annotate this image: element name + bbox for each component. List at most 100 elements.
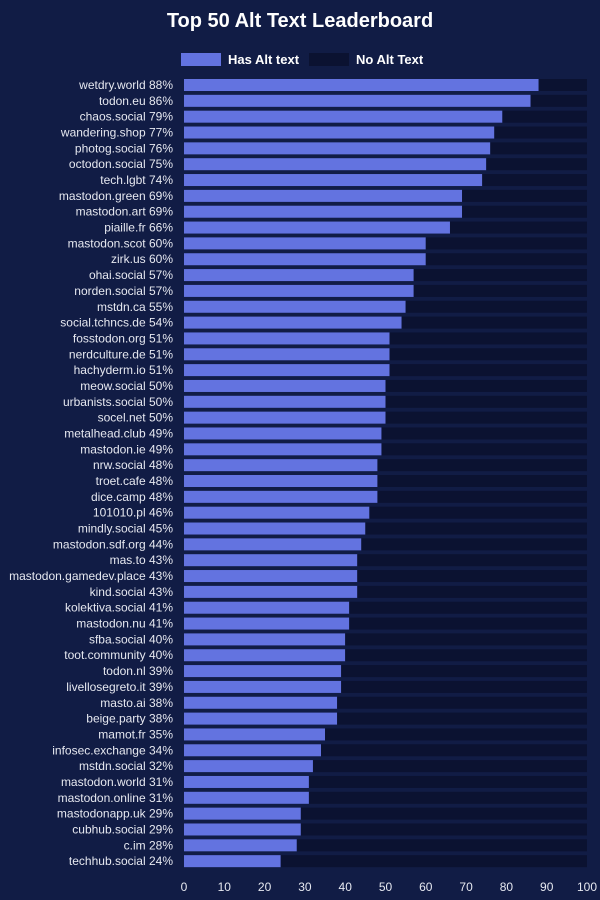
- bar-no-alt: [308, 775, 587, 788]
- category-label: nrw.social 48%: [93, 458, 173, 472]
- bar-no-alt: [365, 522, 587, 535]
- bar-no-alt: [377, 459, 587, 472]
- bar-has-alt: [184, 760, 313, 773]
- x-tick-label: 90: [540, 880, 554, 894]
- category-label: mas.to 43%: [110, 553, 174, 567]
- category-label: mastodonapp.uk 29%: [57, 807, 173, 821]
- bar-no-alt: [413, 284, 587, 297]
- bar-no-alt: [385, 411, 587, 424]
- bar-has-alt: [184, 538, 362, 551]
- bar-has-alt: [184, 237, 426, 250]
- x-tick-label: 10: [218, 880, 232, 894]
- bar-no-alt: [377, 475, 587, 487]
- bar-has-alt: [184, 570, 358, 583]
- bar-has-alt: [184, 633, 346, 646]
- category-label: mstdn.ca 55%: [97, 300, 173, 314]
- bar-no-alt: [300, 807, 587, 820]
- bar-no-alt: [349, 601, 587, 614]
- bar-has-alt: [184, 284, 414, 297]
- bar-has-alt: [184, 617, 350, 630]
- legend-label-has-alt: Has Alt text: [228, 52, 300, 67]
- x-tick-label: 50: [379, 880, 393, 894]
- bar-has-alt: [184, 855, 281, 868]
- category-label: todon.nl 39%: [103, 664, 173, 678]
- legend-swatch-no-alt: [309, 53, 350, 66]
- bar-has-alt: [184, 680, 342, 693]
- bar-has-alt: [184, 490, 378, 503]
- legend-item-no-alt: No Alt Text: [309, 52, 423, 67]
- bar-has-alt: [184, 94, 531, 107]
- category-label: todon.eu 86%: [99, 94, 173, 108]
- category-label: beige.party 38%: [86, 712, 173, 726]
- bar-has-alt: [184, 744, 322, 757]
- category-label: meow.social 50%: [80, 379, 173, 393]
- category-label: photog.social 76%: [75, 141, 173, 155]
- category-label: wetdry.world 88%: [78, 78, 173, 92]
- bar-has-alt: [184, 269, 414, 282]
- bar-no-alt: [413, 269, 587, 282]
- bar-no-alt: [482, 174, 587, 187]
- bar-has-alt: [184, 79, 539, 91]
- bar-no-alt: [369, 506, 587, 519]
- category-label: mastodon.online 31%: [58, 791, 174, 805]
- bar-no-alt: [357, 585, 587, 598]
- bar-has-alt: [184, 601, 350, 614]
- category-label: metalhead.club 49%: [64, 426, 173, 440]
- bar-has-alt: [184, 775, 309, 788]
- bar-no-alt: [449, 221, 587, 234]
- bar-has-alt: [184, 791, 309, 804]
- bar-no-alt: [425, 253, 587, 266]
- category-label: nerdculture.de 51%: [69, 347, 173, 361]
- category-label: mastodon.world 31%: [61, 775, 173, 789]
- category-label: fosstodon.org 51%: [73, 331, 173, 345]
- bar-no-alt: [389, 348, 587, 361]
- bar-has-alt: [184, 696, 338, 709]
- category-label: mastodon.sdf.org 44%: [53, 537, 173, 551]
- bar-has-alt: [184, 300, 406, 313]
- bar-has-alt: [184, 712, 338, 725]
- x-tick-label: 80: [500, 880, 514, 894]
- bar-no-alt: [381, 427, 587, 440]
- bar-has-alt: [184, 221, 450, 234]
- category-label: techhub.social 24%: [69, 854, 173, 868]
- category-label: cubhub.social 29%: [72, 822, 173, 836]
- bar-no-alt: [389, 332, 587, 345]
- category-label: socel.net 50%: [98, 411, 174, 425]
- category-label: hachyderm.io 51%: [74, 363, 174, 377]
- bar-no-alt: [389, 364, 587, 377]
- bar-no-alt: [361, 538, 587, 551]
- bar-has-alt: [184, 316, 402, 329]
- category-label: masto.ai 38%: [100, 696, 173, 710]
- category-label: social.tchncs.de 54%: [60, 316, 173, 330]
- bar-no-alt: [308, 791, 587, 804]
- bar-no-alt: [405, 300, 587, 313]
- legend-item-has-alt: Has Alt text: [181, 52, 299, 67]
- category-label: zirk.us 60%: [111, 252, 173, 266]
- bar-no-alt: [385, 379, 587, 392]
- x-tick-label: 40: [339, 880, 353, 894]
- bar-has-alt: [184, 728, 326, 741]
- category-label: mastodon.ie 49%: [80, 442, 173, 456]
- category-label: mastodon.green 69%: [59, 189, 173, 203]
- category-label: sfba.social 40%: [89, 632, 173, 646]
- x-tick-label: 0: [181, 880, 188, 894]
- category-label: mstdn.social 32%: [79, 759, 173, 773]
- category-label: mastodon.scot 60%: [68, 236, 174, 250]
- bar-no-alt: [425, 237, 587, 250]
- category-label: troet.cafe 48%: [96, 474, 174, 488]
- category-label: ohai.social 57%: [89, 268, 173, 282]
- bar-has-alt: [184, 395, 386, 408]
- category-label: dice.camp 48%: [91, 490, 173, 504]
- bar-has-alt: [184, 807, 301, 820]
- bar-no-alt: [357, 570, 587, 583]
- bar-no-alt: [530, 94, 587, 107]
- category-label: livellosegreto.it 39%: [66, 680, 173, 694]
- bar-has-alt: [184, 189, 463, 202]
- bar-has-alt: [184, 475, 378, 487]
- category-label: norden.social 57%: [74, 284, 173, 298]
- category-label: mindly.social 45%: [78, 522, 173, 536]
- category-label: tech.lgbt 74%: [100, 173, 173, 187]
- bar-no-alt: [401, 316, 587, 329]
- bar-no-alt: [296, 839, 587, 852]
- bar-has-alt: [184, 459, 378, 472]
